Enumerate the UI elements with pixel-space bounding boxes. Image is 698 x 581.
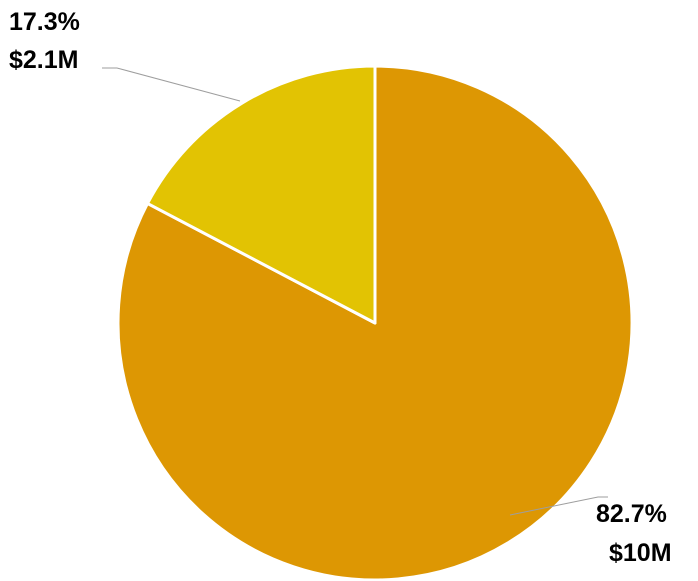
leader-line-slice-2 xyxy=(102,67,241,102)
leader-lines xyxy=(102,67,608,516)
slice-1-value-label: $10M xyxy=(609,539,672,567)
leader-line-slice-1 xyxy=(509,496,608,516)
pie-slice-2 xyxy=(146,64,377,325)
slice-2-value-label: $2.1M xyxy=(9,46,78,74)
slice-1-percent-label: 82.7% xyxy=(596,500,667,528)
pie-slices xyxy=(116,64,634,581)
slice-2-percent-label: 17.3% xyxy=(9,8,80,36)
